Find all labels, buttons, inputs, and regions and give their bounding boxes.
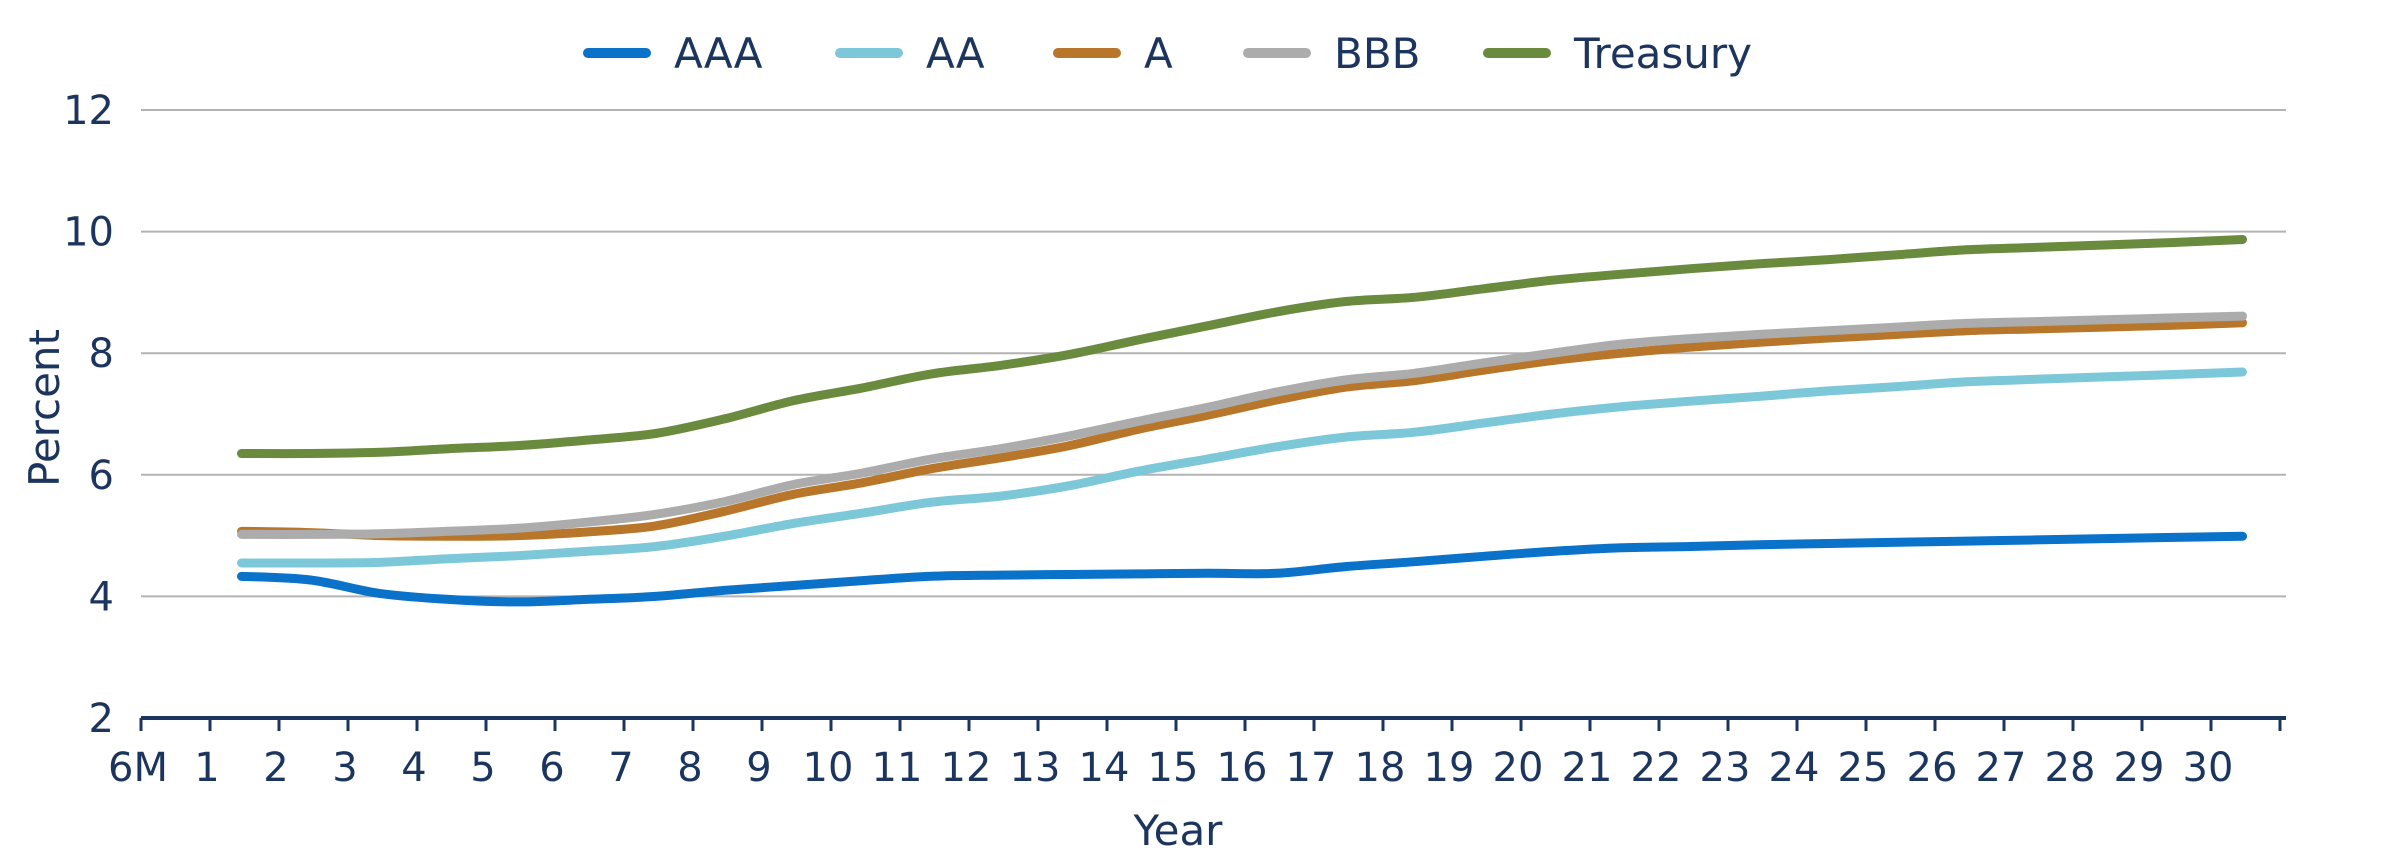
x-tick-label: 8 <box>677 745 702 791</box>
x-tick-label: 11 <box>872 745 923 791</box>
x-tick-label: 24 <box>1769 745 1820 791</box>
x-tick-label: 4 <box>401 745 426 791</box>
y-tick-label: 10 <box>63 210 114 256</box>
y-tick-label: 2 <box>89 696 114 742</box>
x-tick-label: 18 <box>1355 745 1406 791</box>
legend-label-aaa: AAA <box>674 29 763 78</box>
series-lines <box>237 235 2247 607</box>
legend-label-bbb: BBB <box>1334 29 1420 78</box>
x-tick-label: 1 <box>194 745 219 791</box>
legend-label-a: A <box>1144 29 1173 78</box>
x-tick-label: 15 <box>1148 745 1199 791</box>
x-tick-label: 30 <box>2183 745 2234 791</box>
x-axis-tick-labels: 6M 1 2 3 4 5 6 7 8 9 10 11 12 13 14 15 16 17 18 19 20 21 22 23 2… <box>108 745 2233 791</box>
legend: AAA AA A BBB Treasury <box>583 29 1752 78</box>
y-tick-label: 12 <box>63 88 114 134</box>
y-axis-tick-labels: 2 4 6 8 10 12 <box>63 88 114 742</box>
x-tick-label: 20 <box>1493 745 1544 791</box>
y-tick-label: 8 <box>89 331 114 377</box>
x-tick-label: 17 <box>1286 745 1337 791</box>
x-tick-label: 10 <box>803 745 854 791</box>
x-tick-label: 28 <box>2045 745 2096 791</box>
x-tick-label: 22 <box>1631 745 1682 791</box>
x-axis-title: Year <box>1133 806 1224 855</box>
x-tick-label: 14 <box>1079 745 1130 791</box>
x-tick-label: 21 <box>1562 745 1613 791</box>
series-line-treasury <box>237 235 2247 459</box>
series-line-aa <box>237 367 2247 568</box>
x-tick-label: 19 <box>1424 745 1475 791</box>
x-tick-label: 5 <box>470 745 495 791</box>
x-tick-label: 29 <box>2114 745 2165 791</box>
x-tick-label: 6M <box>108 745 168 791</box>
x-tick-label: 23 <box>1700 745 1751 791</box>
x-tick-label: 25 <box>1838 745 1889 791</box>
x-tick-label: 27 <box>1976 745 2027 791</box>
x-tick-label: 7 <box>608 745 633 791</box>
series-line-a <box>237 318 2247 541</box>
y-axis-title: Percent <box>20 329 69 487</box>
x-tick-label: 3 <box>332 745 357 791</box>
gridlines <box>141 109 2286 598</box>
x-tick-label: 12 <box>941 745 992 791</box>
x-tick-label: 2 <box>263 745 288 791</box>
x-tick-label: 9 <box>746 745 771 791</box>
series-line-bbb <box>237 311 2247 539</box>
y-tick-label: 4 <box>89 574 114 620</box>
x-tick-label: 6 <box>539 745 564 791</box>
legend-label-treasury: Treasury <box>1573 29 1752 78</box>
x-axis <box>139 716 2286 731</box>
x-tick-label: 26 <box>1907 745 1958 791</box>
y-tick-label: 6 <box>89 453 114 499</box>
series-line-aaa <box>237 531 2247 607</box>
legend-label-aa: AA <box>926 29 985 78</box>
x-tick-label: 13 <box>1010 745 1061 791</box>
x-tick-label: 16 <box>1217 745 1268 791</box>
